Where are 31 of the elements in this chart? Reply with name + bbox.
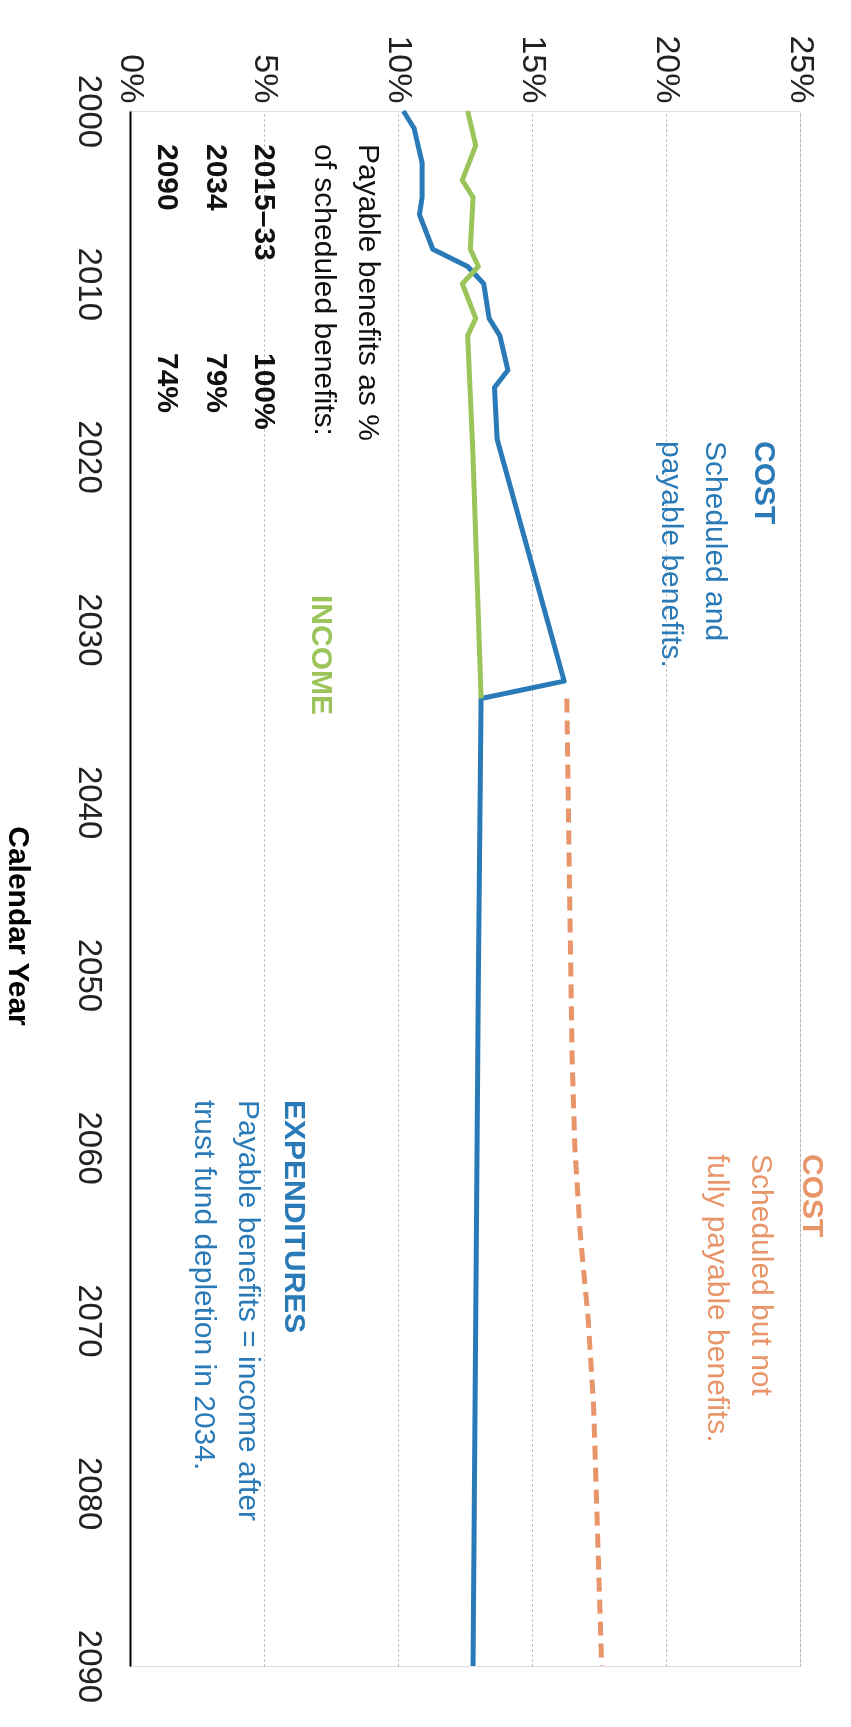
x-tick-label: 5% xyxy=(247,54,286,104)
annotation: 100% xyxy=(249,353,282,430)
y-tick-label: 2010 xyxy=(71,247,109,321)
x-tick-label: 10% xyxy=(381,35,420,104)
y-tick-label: 2000 xyxy=(71,74,109,149)
annotation: INCOME xyxy=(306,595,339,715)
x-tick-label: 25% xyxy=(783,35,822,104)
y-tick-label: 2060 xyxy=(71,1111,109,1185)
annotation: COST xyxy=(797,1154,830,1238)
y-tick-label: 2040 xyxy=(71,765,109,840)
annotation: 74% xyxy=(152,353,185,414)
annotation: 79% xyxy=(201,353,234,414)
y-tick-label: 2090 xyxy=(71,1629,109,1704)
annotation: EXPENDITURES xyxy=(279,1100,312,1334)
y-tick-label: 2070 xyxy=(71,1284,109,1358)
annotation: Payable benefits = income after trust fund depletion in 2034. xyxy=(189,1100,266,1522)
y-axis-title: Calendar Year xyxy=(3,826,36,1027)
x-tick-label: 15% xyxy=(515,35,554,104)
annotation: 2090 xyxy=(152,144,185,211)
annotation: Scheduled but not fully payable benefits. xyxy=(702,1154,779,1443)
annotation: Payable benefits as % of scheduled benefits: xyxy=(309,144,386,441)
annotation: Scheduled and payable benefits. xyxy=(656,441,733,668)
x-tick-label: 0% xyxy=(113,54,152,104)
annotation: 2034 xyxy=(201,144,234,212)
annotation: COST xyxy=(749,441,782,525)
y-tick-label: 2020 xyxy=(71,420,109,494)
annotation: 2015–33 xyxy=(249,144,282,261)
y-tick-label: 2030 xyxy=(71,593,109,667)
y-tick-label: 2050 xyxy=(71,938,109,1013)
x-tick-label: 20% xyxy=(649,35,688,104)
y-tick-label: 2080 xyxy=(71,1457,109,1531)
